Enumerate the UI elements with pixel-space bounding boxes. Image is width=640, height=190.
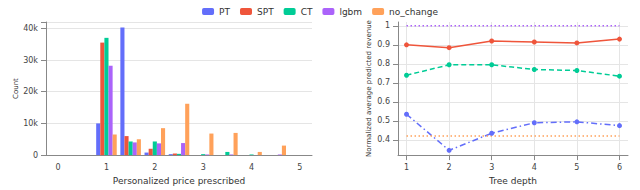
- svg-text:5: 5: [574, 163, 579, 172]
- svg-text:3: 3: [201, 163, 206, 172]
- svg-text:0.8: 0.8: [377, 59, 390, 68]
- svg-text:0.6: 0.6: [377, 97, 390, 106]
- svg-text:Normalized average predicted r: Normalized average predicted revenue: [365, 20, 373, 157]
- svg-text:4: 4: [249, 163, 254, 172]
- svg-text:40k: 40k: [23, 24, 38, 33]
- svg-text:0.5: 0.5: [377, 116, 390, 125]
- svg-text:6: 6: [617, 163, 622, 172]
- svg-text:no_change: no_change: [389, 7, 438, 17]
- svg-text:1: 1: [404, 163, 409, 172]
- svg-text:0.4: 0.4: [377, 135, 390, 144]
- svg-text:PT: PT: [219, 7, 230, 17]
- svg-text:30k: 30k: [23, 56, 38, 65]
- svg-text:0.9: 0.9: [377, 40, 390, 49]
- svg-text:1: 1: [104, 163, 109, 172]
- svg-text:2: 2: [447, 163, 452, 172]
- svg-text:SPT: SPT: [257, 7, 274, 17]
- svg-text:Tree depth: Tree depth: [488, 176, 537, 186]
- svg-text:5: 5: [297, 163, 302, 172]
- svg-text:10k: 10k: [23, 119, 38, 128]
- svg-text:3: 3: [489, 163, 494, 172]
- svg-text:2: 2: [152, 163, 157, 172]
- svg-text:CT: CT: [301, 7, 313, 17]
- svg-text:0: 0: [56, 163, 61, 172]
- svg-text:4: 4: [532, 163, 537, 172]
- svg-text:Personalized price prescribed: Personalized price prescribed: [113, 176, 245, 186]
- svg-text:Count: Count: [12, 78, 20, 99]
- svg-text:20k: 20k: [23, 87, 38, 96]
- svg-text:0.7: 0.7: [377, 78, 390, 87]
- svg-text:1: 1: [385, 21, 390, 30]
- svg-text:0: 0: [33, 151, 38, 160]
- svg-text:lgbm: lgbm: [339, 7, 362, 17]
